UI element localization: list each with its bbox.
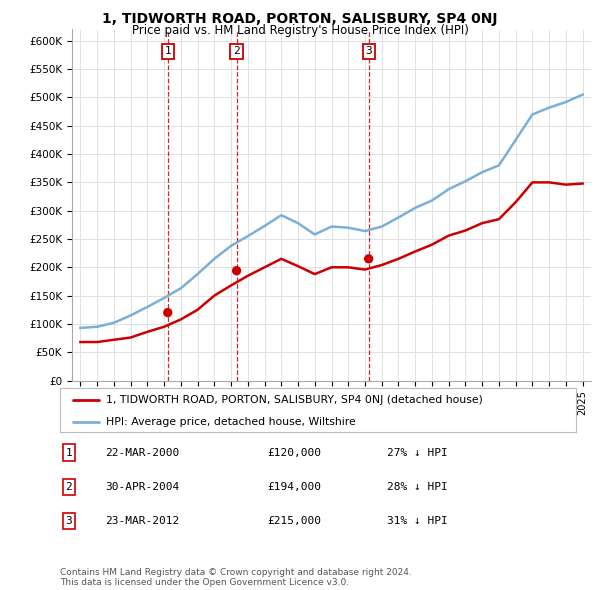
Text: 3: 3 — [365, 47, 372, 57]
Point — [232, 266, 241, 276]
Text: 2: 2 — [65, 482, 73, 491]
Text: 1: 1 — [65, 448, 73, 457]
Point — [364, 254, 373, 264]
Text: HPI: Average price, detached house, Wiltshire: HPI: Average price, detached house, Wilt… — [106, 417, 356, 427]
Text: 1: 1 — [164, 47, 171, 57]
Text: 22-MAR-2000: 22-MAR-2000 — [105, 448, 179, 457]
Text: 2: 2 — [233, 47, 240, 57]
Text: 3: 3 — [65, 516, 73, 526]
Text: £120,000: £120,000 — [267, 448, 321, 457]
Text: 31% ↓ HPI: 31% ↓ HPI — [387, 516, 448, 526]
Text: Contains HM Land Registry data © Crown copyright and database right 2024.
This d: Contains HM Land Registry data © Crown c… — [60, 568, 412, 587]
Text: 27% ↓ HPI: 27% ↓ HPI — [387, 448, 448, 457]
Text: 28% ↓ HPI: 28% ↓ HPI — [387, 482, 448, 491]
Text: 30-APR-2004: 30-APR-2004 — [105, 482, 179, 491]
Text: 23-MAR-2012: 23-MAR-2012 — [105, 516, 179, 526]
Text: 1, TIDWORTH ROAD, PORTON, SALISBURY, SP4 0NJ: 1, TIDWORTH ROAD, PORTON, SALISBURY, SP4… — [102, 12, 498, 26]
Text: £215,000: £215,000 — [267, 516, 321, 526]
Text: £194,000: £194,000 — [267, 482, 321, 491]
Text: 1, TIDWORTH ROAD, PORTON, SALISBURY, SP4 0NJ (detached house): 1, TIDWORTH ROAD, PORTON, SALISBURY, SP4… — [106, 395, 484, 405]
Point — [163, 308, 173, 317]
Text: Price paid vs. HM Land Registry's House Price Index (HPI): Price paid vs. HM Land Registry's House … — [131, 24, 469, 37]
